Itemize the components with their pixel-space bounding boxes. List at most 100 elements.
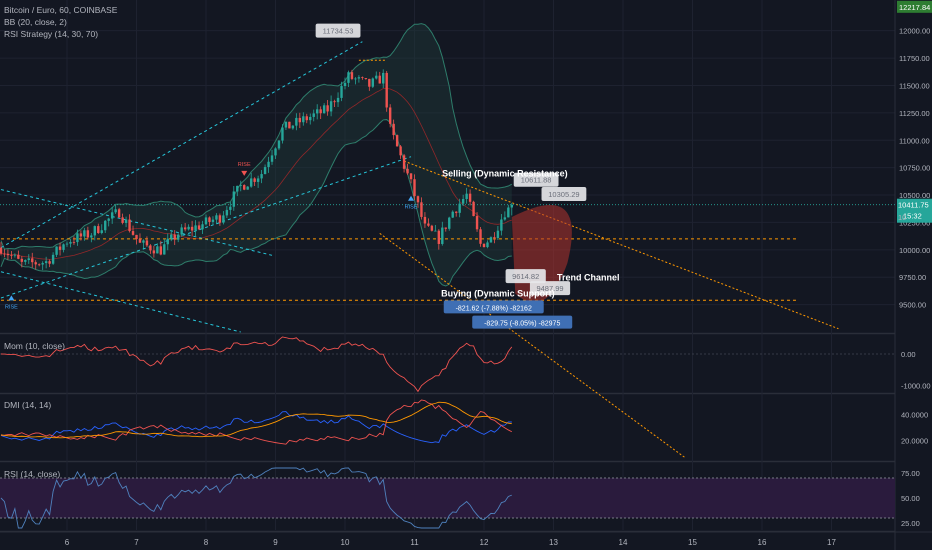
- candle-body[interactable]: [211, 219, 215, 222]
- candle-body[interactable]: [510, 204, 513, 208]
- candle-body[interactable]: [475, 216, 479, 230]
- candle-body[interactable]: [416, 196, 420, 203]
- candle-body[interactable]: [354, 78, 357, 80]
- candle-body[interactable]: [190, 226, 194, 231]
- candle-body[interactable]: [166, 238, 169, 245]
- candle-body[interactable]: [10, 255, 13, 256]
- signal-marker[interactable]: RISE: [238, 162, 251, 176]
- candle-body[interactable]: [180, 227, 183, 235]
- candle-body[interactable]: [406, 168, 409, 174]
- dynamic-support-line[interactable]: [379, 232, 686, 459]
- candle-body[interactable]: [38, 264, 41, 266]
- time-axis[interactable]: 6 7 8 9 10 11 12 13 14 15 16 17: [65, 538, 837, 547]
- candle-body[interactable]: [413, 179, 416, 197]
- candle-body[interactable]: [493, 237, 496, 239]
- measure-label[interactable]: -821.62 (-7.88%) -82162: [443, 300, 544, 314]
- candle-body[interactable]: [430, 225, 434, 231]
- candle-body[interactable]: [420, 202, 423, 217]
- candle-body[interactable]: [173, 234, 176, 240]
- candle-body[interactable]: [236, 185, 239, 192]
- candle-body[interactable]: [156, 246, 159, 254]
- candle-body[interactable]: [225, 209, 229, 216]
- dmi-minus-line[interactable]: [0, 399, 513, 445]
- candle-body[interactable]: [409, 173, 413, 180]
- candle-body[interactable]: [288, 121, 291, 129]
- price-axis[interactable]: 9500.009750.0010000.0010250.0010500.0010…: [897, 0, 932, 310]
- candle-body[interactable]: [375, 75, 378, 79]
- candle-body[interactable]: [83, 230, 86, 237]
- candle-body[interactable]: [201, 224, 204, 230]
- candle-body[interactable]: [507, 207, 510, 218]
- candle-body[interactable]: [232, 191, 235, 207]
- candle-body[interactable]: [361, 77, 364, 79]
- candle-body[interactable]: [267, 161, 270, 168]
- candle-body[interactable]: [194, 225, 197, 231]
- candle-body[interactable]: [326, 105, 329, 112]
- candle-body[interactable]: [142, 240, 145, 243]
- candle-body[interactable]: [378, 75, 381, 84]
- candle-body[interactable]: [208, 217, 211, 222]
- candle-body[interactable]: [72, 241, 76, 243]
- candle-body[interactable]: [316, 109, 319, 114]
- candle-body[interactable]: [357, 77, 361, 79]
- candle-body[interactable]: [295, 117, 298, 126]
- price-callout[interactable]: 10611.88: [513, 172, 559, 187]
- rsi-pane-label[interactable]: RSI (14, close): [4, 469, 61, 479]
- candle-body[interactable]: [291, 125, 295, 129]
- dmi-plus-line[interactable]: [0, 411, 512, 444]
- candle-body[interactable]: [455, 211, 458, 213]
- dynamic-resistance-line[interactable]: [403, 160, 839, 330]
- candle-body[interactable]: [31, 258, 34, 263]
- candle-body[interactable]: [138, 238, 142, 243]
- candle-body[interactable]: [6, 253, 10, 256]
- candle-body[interactable]: [392, 123, 395, 136]
- candle-body[interactable]: [20, 258, 24, 262]
- candle-body[interactable]: [496, 230, 500, 239]
- candle-body[interactable]: [385, 72, 388, 108]
- momentum-line[interactable]: [0, 336, 513, 393]
- candle-body[interactable]: [27, 258, 30, 261]
- candle-body[interactable]: [55, 246, 58, 255]
- candle-body[interactable]: [441, 227, 444, 244]
- candle-body[interactable]: [145, 240, 149, 246]
- candle-body[interactable]: [468, 193, 472, 202]
- candle-body[interactable]: [277, 140, 281, 149]
- candle-body[interactable]: [177, 234, 180, 240]
- candle-body[interactable]: [284, 121, 288, 128]
- candle-body[interactable]: [222, 215, 225, 223]
- candle-body[interactable]: [218, 215, 222, 223]
- candle-body[interactable]: [309, 116, 312, 121]
- candle-body[interactable]: [305, 116, 308, 121]
- candle-body[interactable]: [256, 178, 260, 182]
- candle-body[interactable]: [117, 209, 121, 218]
- price-callout[interactable]: 9614.82: [505, 269, 546, 284]
- candle-body[interactable]: [388, 107, 392, 124]
- candle-body[interactable]: [131, 231, 135, 235]
- candle-body[interactable]: [13, 254, 17, 256]
- candle-body[interactable]: [51, 254, 55, 264]
- candle-body[interactable]: [152, 250, 156, 254]
- descending-channel-upper[interactable]: [0, 189, 273, 256]
- candle-body[interactable]: [135, 234, 138, 239]
- candle-body[interactable]: [93, 226, 96, 236]
- candle-body[interactable]: [423, 216, 427, 224]
- adx-line[interactable]: [0, 401, 512, 439]
- candle-body[interactable]: [58, 246, 62, 250]
- candle-body[interactable]: [302, 116, 305, 123]
- candle-body[interactable]: [482, 243, 486, 248]
- price-callout[interactable]: 11734.53: [315, 23, 361, 38]
- candle-body[interactable]: [44, 261, 48, 264]
- candle-body[interactable]: [347, 72, 350, 83]
- candle-body[interactable]: [350, 72, 354, 79]
- candle-body[interactable]: [486, 242, 489, 248]
- candle-body[interactable]: [458, 203, 461, 213]
- candle-body[interactable]: [260, 174, 263, 179]
- rsi-line[interactable]: [0, 467, 512, 529]
- candle-body[interactable]: [86, 230, 90, 238]
- descending-channel-lower[interactable]: [0, 271, 241, 333]
- candle-body[interactable]: [62, 244, 65, 250]
- candle-body[interactable]: [97, 226, 100, 233]
- candle-body[interactable]: [336, 97, 340, 103]
- candle-body[interactable]: [500, 219, 503, 231]
- candle-body[interactable]: [472, 201, 475, 217]
